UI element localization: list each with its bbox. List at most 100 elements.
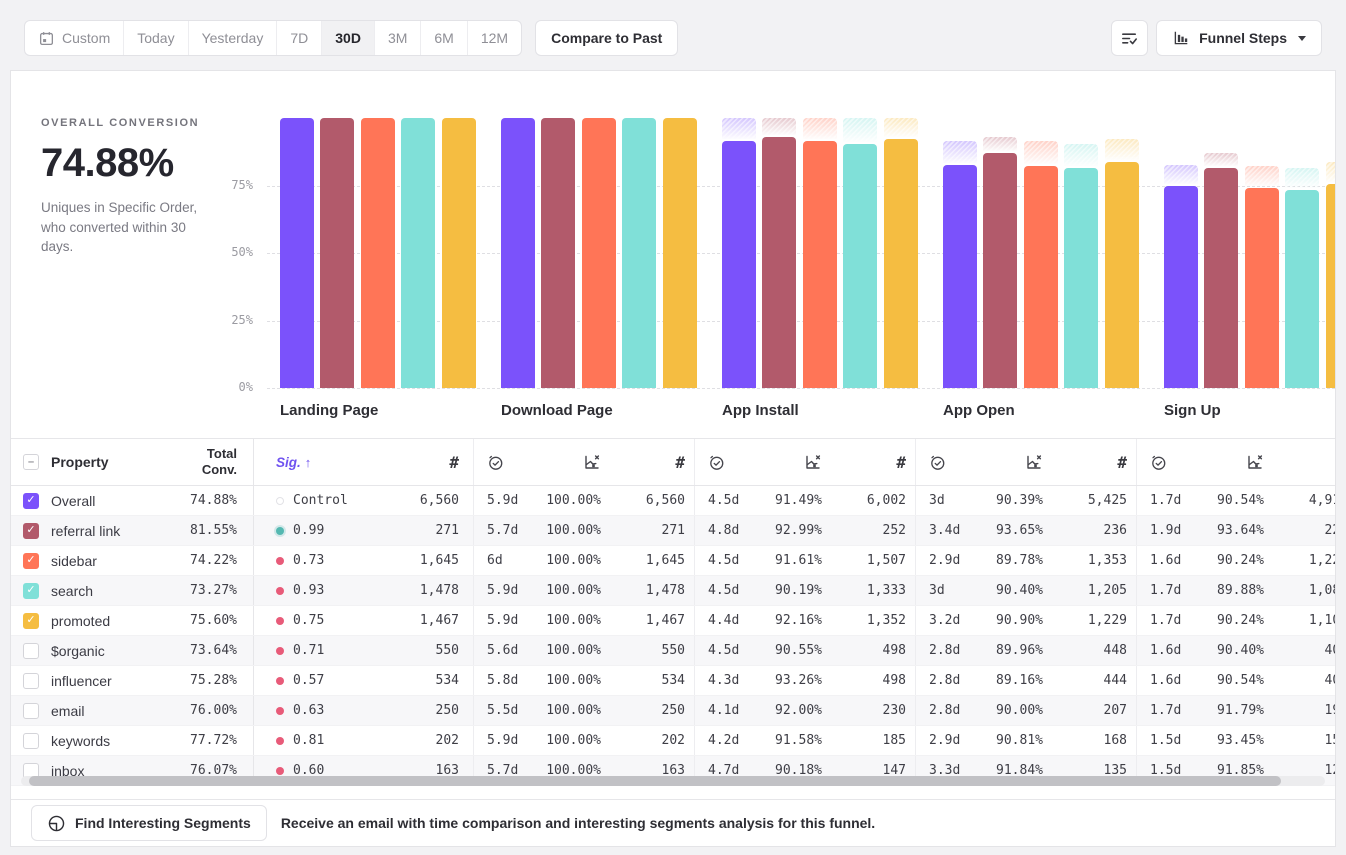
chart-bar[interactable] — [662, 118, 697, 388]
time-column-header[interactable] — [916, 454, 979, 471]
chart-bar[interactable] — [1023, 165, 1058, 388]
chart-bar[interactable] — [320, 118, 355, 388]
chart-bar[interactable] — [280, 118, 314, 388]
date-range-12m[interactable]: 12M — [468, 21, 521, 55]
chart-bar[interactable] — [1064, 167, 1099, 388]
chart-bar[interactable] — [501, 118, 535, 388]
cell-rate: 91.84% — [996, 763, 1043, 778]
step-label: App Install — [722, 402, 799, 419]
table-body: ✓ Overall 74.88% Control 6,560 5.9d 100.00% 6,5… — [11, 486, 1335, 786]
cell-count: 6,560 — [645, 493, 685, 508]
count-column-header[interactable]: # — [675, 452, 685, 472]
date-range-custom[interactable]: Custom — [25, 21, 125, 55]
chart-bar[interactable] — [943, 164, 977, 388]
date-range-today[interactable]: Today — [124, 21, 189, 55]
sig-value: 0.71 — [293, 643, 325, 658]
row-checkbox[interactable]: ✓ — [23, 552, 39, 569]
chart-bar[interactable] — [1164, 185, 1198, 388]
chart-bar[interactable] — [883, 139, 918, 388]
chart-bar[interactable] — [1104, 161, 1139, 388]
step-cells: 5.9d 100.00% 1,478 — [473, 576, 694, 605]
row-checkbox[interactable] — [23, 672, 39, 689]
chart-bar[interactable] — [722, 140, 756, 388]
count-column-header[interactable]: # — [896, 452, 906, 472]
chart-bar[interactable] — [843, 144, 878, 388]
time-column-header[interactable] — [474, 454, 537, 471]
row-checkbox[interactable]: ✓ — [23, 612, 39, 629]
time-column-header[interactable] — [695, 454, 758, 471]
cell-rate: 93.45% — [1217, 733, 1264, 748]
sig-value: 0.75 — [293, 613, 325, 628]
toolbar: Custom Today Yesterday 7D 30D 3M 6M 12M Compare… — [24, 20, 1322, 56]
find-segments-label: Find Interesting Segments — [75, 815, 251, 831]
date-range-3m[interactable]: 3M — [375, 21, 422, 55]
table-row[interactable]: keywords 77.72% 0.81 202 5.9d 100.00% 202 4.2d 9… — [11, 726, 1335, 756]
rate-column-header[interactable] — [1200, 453, 1264, 471]
total-conv-value: 74.22% — [190, 553, 237, 568]
segments-icon — [47, 814, 66, 833]
list-check-button[interactable] — [1111, 20, 1149, 56]
row-checkbox[interactable]: ✓ — [23, 582, 39, 599]
chart-bar[interactable] — [1244, 187, 1279, 388]
table-row[interactable]: ✓ promoted 75.60% 0.75 1,467 5.9d 100.00% 1,467… — [11, 606, 1335, 636]
cell-time: 1.6d — [1150, 643, 1182, 658]
chart-bar[interactable] — [1204, 167, 1239, 388]
chart-bar[interactable] — [802, 140, 837, 388]
chart-bar[interactable] — [983, 152, 1018, 388]
row-checkbox[interactable]: ✓ — [23, 492, 39, 509]
row-checkbox[interactable] — [23, 732, 39, 749]
chart-bar[interactable] — [360, 118, 395, 388]
sig-sort-header[interactable]: Sig. ↑ — [254, 455, 311, 470]
date-range-label: 12M — [480, 30, 509, 46]
sig-cell: 0.81 — [254, 733, 324, 748]
table-row[interactable]: email 76.00% 0.63 250 5.5d 100.00% 250 4.1d 92.0… — [11, 696, 1335, 726]
chart-bar[interactable] — [1325, 183, 1335, 388]
chart-bar[interactable] — [581, 118, 616, 388]
date-range-yesterday[interactable]: Yesterday — [189, 21, 278, 55]
cell-time: 4.3d — [708, 673, 740, 688]
row-checkbox[interactable] — [23, 702, 39, 719]
footer-message: Receive an email with time comparison an… — [280, 815, 876, 831]
rate-column-header[interactable] — [537, 453, 601, 471]
chart-bar[interactable] — [762, 136, 797, 388]
row-checkbox[interactable] — [23, 642, 39, 659]
scrollbar-thumb[interactable] — [29, 776, 1281, 786]
chart-bar[interactable] — [441, 118, 476, 388]
rate-column-header[interactable] — [758, 453, 822, 471]
step-cells: 5.9d 100.00% 1,467 — [473, 606, 694, 635]
chart-bar[interactable] — [541, 118, 576, 388]
cell-rate: 100.00% — [546, 763, 601, 778]
chart-bar[interactable] — [622, 118, 657, 388]
funnel-steps-button[interactable]: Funnel Steps — [1156, 20, 1322, 56]
date-range-7d[interactable]: 7D — [277, 21, 323, 55]
cell-time: 5.8d — [487, 673, 519, 688]
date-range-6m[interactable]: 6M — [421, 21, 468, 55]
cell-count: 1,353 — [1087, 553, 1127, 568]
time-column-header[interactable] — [1137, 454, 1200, 471]
chart-bar[interactable] — [401, 118, 436, 388]
row-checkbox[interactable]: ✓ — [23, 522, 39, 539]
sig-value: 0.60 — [293, 763, 325, 778]
table-row[interactable]: ✓ sidebar 74.22% 0.73 1,645 6d 100.00% 1,645 4.5… — [11, 546, 1335, 576]
chart-bar[interactable] — [1285, 190, 1320, 388]
cell-count: 168 — [1103, 733, 1127, 748]
step-cells: 4.8d 92.99% 252 — [694, 516, 915, 545]
step-cells: 0.81 202 — [254, 726, 473, 755]
count-column-header[interactable]: # — [1117, 452, 1127, 472]
table-row[interactable]: influencer 75.28% 0.57 534 5.8d 100.00% 534 4.3… — [11, 666, 1335, 696]
date-range-30d[interactable]: 30D — [322, 21, 375, 55]
overall-conversion-summary: OVERALL CONVERSION 74.88% Uniques in Spe… — [41, 117, 241, 257]
table-row[interactable]: $organic 73.64% 0.71 550 5.6d 100.00% 550 4.5d 9… — [11, 636, 1335, 666]
table-row[interactable]: ✓ Overall 74.88% Control 6,560 5.9d 100.00% 6,5… — [11, 486, 1335, 516]
chart-step-labels: Landing Page Download Page App Install App … — [280, 402, 1335, 424]
table-row[interactable]: ✓ referral link 81.55% 0.99 271 5.7d 100.00% 27… — [11, 516, 1335, 546]
horizontal-scrollbar[interactable] — [21, 776, 1325, 786]
count-column-header[interactable]: # — [449, 452, 459, 472]
rate-column-header[interactable] — [979, 453, 1043, 471]
date-range-label: Custom — [62, 30, 111, 46]
find-segments-button[interactable]: Find Interesting Segments — [31, 805, 267, 841]
select-all-checkbox[interactable]: – — [23, 454, 39, 470]
table-row[interactable]: ✓ search 73.27% 0.93 1,478 5.9d 100.00% 1,478 4.… — [11, 576, 1335, 606]
cell-count: 124 — [1324, 763, 1335, 778]
compare-to-past-button[interactable]: Compare to Past — [535, 20, 679, 56]
